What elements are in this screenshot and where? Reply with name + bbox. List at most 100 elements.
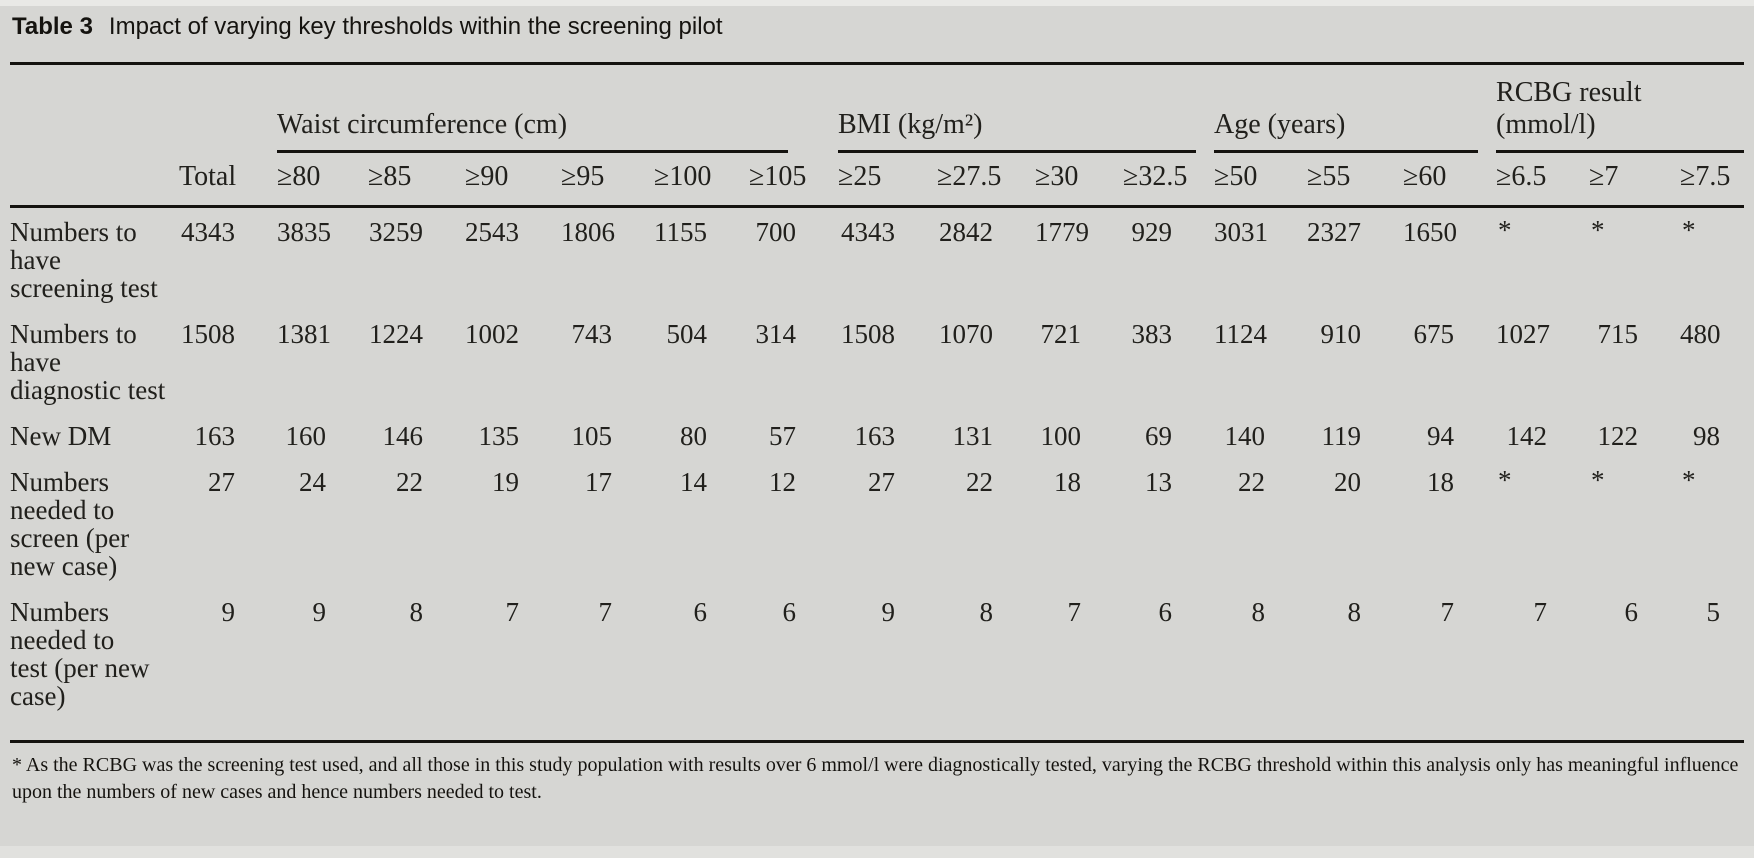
- thresholds-table: Waist circumference (cm) BMI (kg/m²) Age (…: [10, 62, 1745, 743]
- column-header: ≥80: [277, 153, 368, 208]
- table-cell: 135: [478, 421, 520, 451]
- table-cell: 1155: [654, 217, 707, 247]
- table-row: Numbers needed to test (per new case) 9 9 8…: [10, 588, 1744, 742]
- column-group-spacer: [10, 64, 277, 154]
- row-label: Numbers to have screening test: [10, 217, 158, 303]
- table-caption: Impact of varying key thresholds within …: [108, 13, 723, 40]
- table-cell: 743: [571, 319, 613, 349]
- table-cell: 1381: [277, 319, 331, 349]
- table-cell: 4343: [181, 217, 235, 247]
- table-cell: 7: [598, 597, 613, 627]
- table-cell: 142: [1506, 421, 1548, 451]
- table-cell: 5: [1706, 597, 1721, 627]
- table-cell: 715: [1597, 319, 1639, 349]
- table-cell: 1224: [369, 319, 423, 349]
- row-label: Numbers needed to test (per new case): [10, 597, 150, 711]
- table-cell: 163: [194, 421, 236, 451]
- table-cell: 14: [680, 467, 707, 497]
- column-header: ≥85: [368, 153, 465, 208]
- table-cell: 1508: [841, 319, 895, 349]
- table-cell: 1124: [1214, 319, 1267, 349]
- table-cell: 675: [1413, 319, 1455, 349]
- table-cell: 3835: [277, 217, 331, 247]
- table-cell: 314: [755, 319, 797, 349]
- table-row: Numbers to have screening test 4343 3835 32…: [10, 207, 1744, 311]
- table-cell: 122: [1597, 421, 1639, 451]
- column-group-label: Waist circumference (cm): [277, 109, 788, 153]
- table-cell: 163: [854, 421, 896, 451]
- footnote-marker-cell: *: [1498, 465, 1512, 495]
- table-cell: 7: [1440, 597, 1455, 627]
- column-header: ≥30: [1035, 153, 1123, 208]
- table-cell: 22: [1238, 467, 1265, 497]
- table-cell: 910: [1320, 319, 1362, 349]
- table-cell: 27: [208, 467, 235, 497]
- table-cell: 19: [492, 467, 519, 497]
- table-cell: 1779: [1035, 217, 1089, 247]
- column-header: ≥55: [1307, 153, 1403, 208]
- table-cell: 1070: [939, 319, 993, 349]
- page-top-strip: [0, 0, 1754, 6]
- footnote-marker-cell: *: [1682, 465, 1696, 495]
- table-footnote: * As the RCBG was the screening test use…: [12, 754, 1739, 803]
- table-cell: 2327: [1307, 217, 1361, 247]
- table-cell: 3031: [1214, 217, 1268, 247]
- column-group-label: Age (years): [1214, 109, 1479, 153]
- table-cell: 929: [1131, 217, 1173, 247]
- column-header: ≥60: [1403, 153, 1497, 208]
- table-cell: 24: [299, 467, 326, 497]
- column-header: ≥25: [838, 153, 937, 208]
- table-cell: 7: [1533, 597, 1548, 627]
- page-bottom-strip: [0, 846, 1754, 858]
- table-cell: 57: [769, 421, 796, 451]
- table-cell: 80: [680, 421, 707, 451]
- table-cell: 6: [1624, 597, 1639, 627]
- table-cell: 1002: [465, 319, 519, 349]
- table-number: Table 3: [12, 13, 93, 40]
- table-cell: 69: [1145, 421, 1172, 451]
- footnote-marker-cell: *: [1498, 215, 1512, 245]
- column-header: ≥100: [654, 153, 749, 208]
- table-row: New DM 163 160 146 135 105 80 57 163 131 100 69 140 1…: [10, 412, 1744, 458]
- table-cell: 131: [952, 421, 994, 451]
- table-cell: 8: [1347, 597, 1362, 627]
- column-group-header: Waist circumference (cm): [277, 64, 838, 153]
- table-cell: 17: [585, 467, 612, 497]
- table-cell: 94: [1427, 421, 1455, 451]
- column-header: ≥50: [1214, 153, 1307, 208]
- table-cell: 12: [769, 467, 796, 497]
- row-label: Numbers needed to screen (per new case): [10, 467, 130, 581]
- table-cell: 2842: [939, 217, 993, 247]
- table-cell: 100: [1040, 421, 1082, 451]
- table-cell: 721: [1040, 319, 1082, 349]
- table-cell: 7: [1067, 597, 1082, 627]
- table-cell: 8: [979, 597, 994, 627]
- table-cell: 9: [881, 597, 896, 627]
- table-row: Numbers needed to screen (per new case) 2…: [10, 458, 1744, 588]
- column-header: ≥27.5: [937, 153, 1035, 208]
- table-cell: 13: [1145, 467, 1172, 497]
- table-cell: 27: [868, 467, 895, 497]
- column-group-row: Waist circumference (cm) BMI (kg/m²) Age (…: [10, 64, 1745, 154]
- table-cell: 1027: [1496, 319, 1551, 349]
- column-group-label: RCBG result (mmol/l): [1496, 77, 1745, 153]
- table-title: Table 3 Impact of varying key thresholds …: [10, 0, 1744, 62]
- table-cell: 20: [1334, 467, 1361, 497]
- column-group-header: Age (years): [1214, 64, 1496, 153]
- table-cell: 105: [571, 421, 613, 451]
- table-cell: 1806: [561, 217, 615, 247]
- table-figure: Table 3 Impact of varying key thresholds …: [10, 0, 1745, 803]
- column-header: ≥32.5: [1123, 153, 1214, 208]
- table-cell: 1650: [1403, 217, 1457, 247]
- row-label-column-header: [10, 153, 179, 208]
- footnote-marker-cell: *: [1591, 215, 1605, 245]
- table-cell: 383: [1131, 319, 1173, 349]
- table-cell: 7: [505, 597, 520, 627]
- table-cell: 8: [1251, 597, 1266, 627]
- row-label: Numbers to have diagnostic test: [10, 319, 166, 405]
- row-label: New DM: [10, 421, 112, 451]
- column-group-header: BMI (kg/m²): [838, 64, 1214, 153]
- column-header: ≥7: [1589, 153, 1681, 208]
- table-cell: 8: [409, 597, 424, 627]
- table-cell: 700: [755, 217, 797, 247]
